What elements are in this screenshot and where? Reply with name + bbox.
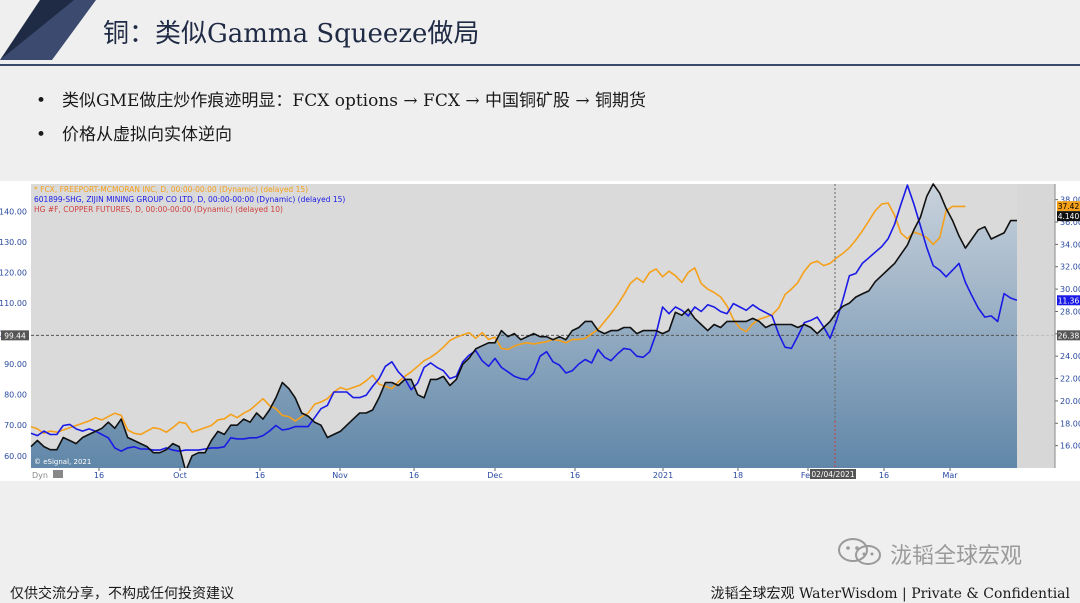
slide-title: 铜：类似Gamma Squeeze做局 [103,19,480,49]
copper-last-value: 4.140 [1058,212,1080,221]
fcx-last-value-box [1057,201,1080,212]
copper-last-value-box [1057,211,1080,222]
left-tick-label: 110.00 [0,299,27,308]
x-tick-label: 18 [733,471,743,480]
series-line-fcx [30,202,966,436]
left-tick-label: 130.00 [0,238,27,247]
title-divider [0,64,1080,66]
legend-entry: HG #F, COPPER FUTURES, D, 00:00-00:00 (D… [34,205,283,214]
dyn-toggle-icon [53,470,63,478]
left-tick-label: 140.00 [0,207,27,216]
price-chart: * FCX, FREEPORT-MCMORAN INC, D, 00:00-00… [0,181,1080,481]
copper-area [31,184,1017,472]
bullet-text: 类似GME做庄炒作痕迹明显：FCX options → FCX → 中国铜矿股 … [62,91,647,111]
right-tick-label: 34.00 [1060,240,1080,249]
left-tick-label: 120.00 [0,269,27,278]
left-tick-label: 90.00 [4,360,27,369]
x-tick-label: 16 [255,471,265,480]
x-tick-label: 16 [409,471,419,480]
right-tick-label: 32.00 [1060,263,1080,272]
cursor-date-label: 02/04/2021 [811,470,854,479]
ref-value-label: 99.44 [4,331,26,340]
series-line-copper [30,183,1017,472]
right-tick-label: 36.00 [1060,218,1080,227]
right-tick-label: 20.00 [1060,397,1080,406]
right-tick-label: 28.00 [1060,307,1080,316]
right-tick-label: 24.00 [1060,352,1080,361]
x-tick-label: 2021 [653,471,673,480]
footer-disclaimer: 仅供交流分享，不构成任何投资建议 [10,586,234,602]
zijin-last-value: 11.36 [1058,296,1080,305]
chart-container: * FCX, FREEPORT-MCMORAN INC, D, 00:00-00… [0,181,1080,481]
watermark-text: 泷韬全球宏观 [890,544,1023,569]
x-tick-label: Mar [942,471,958,480]
cursor-date-box [810,469,856,479]
logo-triangles [0,0,96,60]
x-axis-band [0,468,1080,481]
bullet-item: • 价格从虚拟向实体逆向 [36,125,232,145]
right-tick-label: 22.00 [1060,375,1080,384]
x-tick-label: Feb [801,471,815,480]
x-tick-label: Nov [332,471,348,480]
esignal-credit: © eSignal, 2021 [34,458,91,466]
right-tick-label: 18.00 [1060,419,1080,428]
right-margin-strip [1017,184,1055,468]
legend-entry: 601899-SHG, ZIJIN MINING GROUP CO LTD, D… [34,195,345,204]
right-tick-label: 38.00 [1060,196,1080,205]
ref-value-box [1,330,29,341]
watermark: 泷韬全球宏观 [836,537,1022,569]
footer-brand: 泷韬全球宏观 WaterWisdom | Private & Confident… [710,586,1070,602]
bullet-item: • 类似GME做庄炒作痕迹明显：FCX options → FCX → 中国铜矿股… [36,91,647,111]
x-tick-label: Dec [487,471,502,480]
x-tick-label: 16 [879,471,889,480]
ref-right-value-box [1057,330,1080,341]
right-tick-label: 30.00 [1060,285,1080,294]
wechat-icon [838,538,881,565]
bullet-text: 价格从虚拟向实体逆向 [62,125,232,145]
left-tick-label: 60.00 [4,452,27,461]
left-tick-label: 70.00 [4,421,27,430]
ref-right-value: 26.38 [1058,331,1080,340]
bullet-list: • 类似GME做庄炒作痕迹明显：FCX options → FCX → 中国铜矿股… [36,84,646,152]
left-tick-label: 80.00 [4,391,27,400]
x-tick-label: Oct [173,471,187,480]
right-tick-label: 16.00 [1060,442,1080,451]
series-line-zijin [30,184,1018,452]
legend-entry: * FCX, FREEPORT-MCMORAN INC, D, 00:00-00… [34,185,308,194]
x-tick-label: 16 [570,471,580,480]
x-tick-label: 16 [94,471,104,480]
zijin-last-value-box [1057,295,1080,306]
dyn-label: Dyn [32,471,48,480]
fcx-last-value: 37.42 [1058,202,1080,211]
